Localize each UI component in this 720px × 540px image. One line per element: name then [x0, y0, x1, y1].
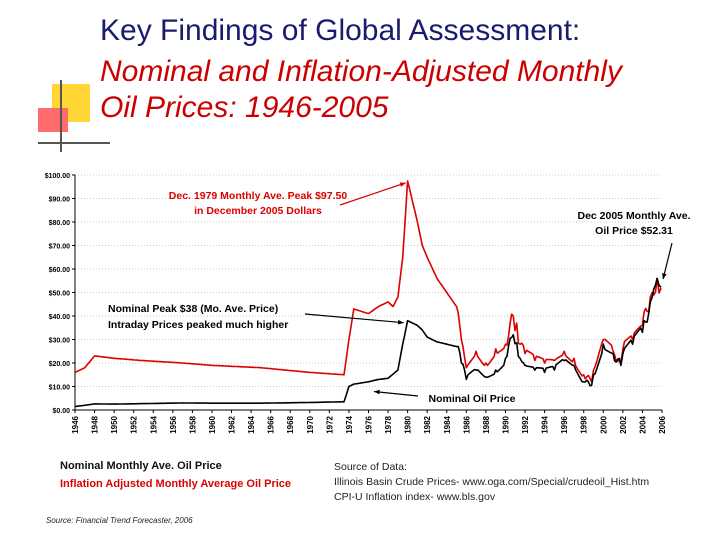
- x-tick-label: 1982: [423, 415, 432, 433]
- x-tick-label: 1974: [345, 415, 354, 433]
- decor-vertical-line: [60, 80, 62, 152]
- annotation-nominal-peak-line2: Intraday Prices peaked much higher: [108, 319, 288, 331]
- x-tick-label: 1964: [247, 415, 256, 433]
- x-tick-label: 1996: [560, 415, 569, 433]
- chart-annotations: Dec. 1979 Monthly Ave. Peak $97.50 in Dec…: [108, 182, 691, 405]
- oil-price-chart: $0.00 $10.00 $20.00 $30.00 $40.00 $50.00 $60.0…: [45, 173, 691, 434]
- legend-nominal: Nominal Monthly Ave. Oil Price: [60, 460, 222, 472]
- x-tick-label: 1946: [71, 415, 80, 433]
- y-tick-label: $60.00: [49, 267, 71, 274]
- x-tick-label: 1950: [110, 415, 119, 433]
- y-tick-label: $50.00: [49, 291, 71, 298]
- x-tick-label: 1998: [580, 415, 589, 433]
- y-tick-label: $100.00: [45, 173, 70, 180]
- x-tick-label: 1984: [443, 415, 452, 433]
- annotation-nominal-price: Nominal Oil Price: [429, 393, 516, 405]
- annotation-nominal-peak-line1: Nominal Peak $38 (Mo. Ave. Price): [108, 303, 278, 315]
- chart-series: [74, 180, 662, 408]
- y-tick-label: $10.00: [49, 385, 71, 392]
- x-tick-label: 1952: [130, 415, 139, 433]
- y-tick-label: $70.00: [49, 244, 71, 251]
- y-tick-label: $80.00: [49, 220, 71, 227]
- annotation-nominal-peak-arrow-head: [397, 319, 404, 325]
- annotation-dec-2005-line1: Dec 2005 Monthly Ave.: [577, 210, 690, 222]
- x-tick-label: 1994: [541, 415, 550, 433]
- x-tick-label: 1962: [228, 415, 237, 433]
- x-tick-label: 1958: [188, 415, 197, 433]
- page-title: Key Findings of Global Assessment:: [100, 14, 581, 47]
- y-axis-ticks: $0.00 $10.00 $20.00 $30.00 $40.00 $50.00 $60.0…: [45, 173, 75, 415]
- x-tick-label: 2004: [638, 415, 647, 433]
- y-tick-label: $90.00: [49, 197, 71, 204]
- x-tick-label: 1986: [462, 415, 471, 433]
- x-tick-label: 1978: [384, 415, 393, 433]
- footnote: Source: Financial Trend Forecaster, 2006: [46, 516, 193, 525]
- x-axis-ticks: 1946 1948 1950 1952 1954 1956 1958 1960 1962 1964…: [71, 410, 667, 434]
- annotation-peak-1979-line2: in December 2005 Dollars: [194, 205, 322, 217]
- source-line-2: CPI-U Inflation index- www.bls.gov: [334, 491, 496, 503]
- nominal-price-line: [74, 277, 662, 408]
- annotation-dec-2005-arrow-line: [662, 242, 673, 280]
- x-tick-label: 1954: [149, 415, 158, 433]
- decor-horizontal-line: [38, 142, 110, 144]
- x-tick-label: 1956: [169, 415, 178, 433]
- decor-red-square: [38, 108, 68, 132]
- x-tick-label: 1968: [286, 415, 295, 433]
- x-tick-label: 1972: [325, 415, 334, 433]
- annotation-peak-1979-line1: Dec. 1979 Monthly Ave. Peak $97.50: [169, 190, 348, 202]
- adjusted-price-line: [74, 180, 662, 383]
- legend-adjusted: Inflation Adjusted Monthly Average Oil P…: [60, 478, 292, 490]
- y-tick-label: $40.00: [49, 314, 71, 321]
- subtitle-line-2: Oil Prices: 1946-2005: [100, 91, 389, 124]
- annotation-dec-2005-line2: Oil Price $52.31: [595, 225, 673, 237]
- chart-grid: [75, 174, 662, 387]
- page-subtitle: Nominal and Inflation-Adjusted Monthly O…: [100, 54, 700, 126]
- x-tick-label: 2000: [599, 415, 608, 433]
- annotation-nominal-peak-arrow-line: [304, 313, 404, 324]
- x-tick-label: 1966: [267, 415, 276, 433]
- y-tick-label: $20.00: [49, 361, 71, 368]
- x-tick-label: 1976: [365, 415, 374, 433]
- subtitle-line-1: Nominal and Inflation-Adjusted Monthly: [100, 55, 622, 88]
- annotation-peak-1979-arrow-line: [339, 182, 406, 206]
- x-tick-label: 2002: [619, 415, 628, 433]
- x-tick-label: 1970: [306, 415, 315, 433]
- source-line-1: Illinois Basin Crude Prices- www.oga.com…: [334, 476, 650, 488]
- x-tick-label: 2006: [658, 415, 667, 433]
- annotation-nominal-price-arrow-line: [374, 390, 419, 397]
- source-heading: Source of Data:: [334, 461, 407, 473]
- annotation-peak-1979-arrow-head: [399, 182, 406, 187]
- x-tick-label: 1990: [501, 415, 510, 433]
- annotation-dec-2005-arrow-head: [662, 273, 667, 280]
- x-tick-label: 1980: [404, 415, 413, 433]
- x-tick-label: 1960: [208, 415, 217, 433]
- x-tick-label: 1988: [482, 415, 491, 433]
- x-tick-label: 1992: [521, 415, 530, 433]
- y-tick-label: $0.00: [52, 408, 70, 415]
- y-tick-label: $30.00: [49, 338, 71, 345]
- annotation-nominal-price-arrow-head: [374, 389, 380, 395]
- x-tick-label: 1948: [91, 415, 100, 433]
